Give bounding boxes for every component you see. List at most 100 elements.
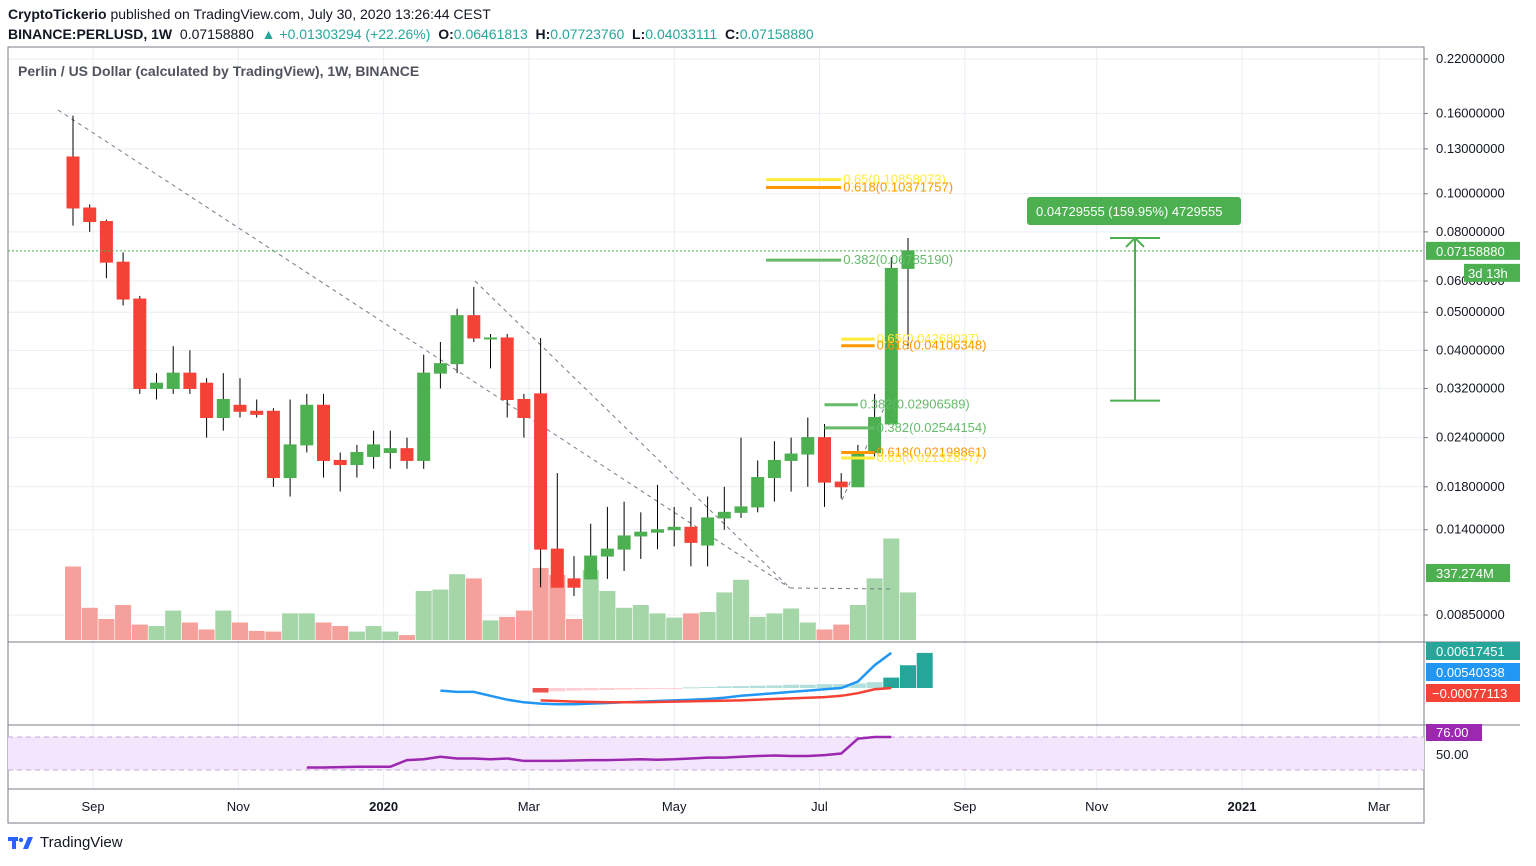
volume-bar bbox=[148, 626, 165, 640]
candle-body bbox=[233, 404, 247, 412]
volume-bar bbox=[265, 631, 282, 640]
volume-bar bbox=[248, 630, 265, 640]
measure-label: 0.04729555 (159.95%) 4729555 bbox=[1036, 204, 1223, 219]
volume-bar bbox=[415, 591, 432, 640]
volume-bar bbox=[699, 612, 716, 640]
volume-bar bbox=[131, 624, 148, 640]
candle-body bbox=[751, 477, 765, 508]
macd-histogram-bar bbox=[549, 688, 566, 692]
macd-histogram-bar bbox=[766, 685, 783, 688]
volume-bar bbox=[616, 607, 633, 640]
candle-body bbox=[517, 398, 531, 418]
macd-histogram-bar bbox=[883, 677, 900, 688]
volume-bar bbox=[532, 567, 549, 640]
candle-body bbox=[651, 529, 664, 533]
volume-bar bbox=[799, 622, 816, 640]
candle-body bbox=[133, 298, 147, 389]
publisher-name[interactable]: CryptoTickerio bbox=[8, 6, 107, 22]
candle-body bbox=[433, 363, 447, 374]
volume-bar bbox=[866, 578, 883, 640]
macd-hist-badge-text: 0.00617451 bbox=[1436, 644, 1505, 659]
volume-bar bbox=[232, 622, 248, 640]
macd-histogram-bar bbox=[866, 682, 883, 688]
y-tick-label: 0.16000000 bbox=[1436, 105, 1505, 120]
rsi-band bbox=[8, 737, 1424, 770]
rsi-badge-text: 76.00 bbox=[1436, 725, 1469, 740]
x-tick-label: Sep bbox=[81, 799, 104, 814]
candle-body bbox=[317, 404, 330, 461]
volume-bar bbox=[65, 566, 81, 640]
candle-body bbox=[784, 453, 798, 461]
candle-body bbox=[634, 531, 648, 537]
candle-body bbox=[83, 207, 97, 223]
volume-bar bbox=[465, 578, 482, 640]
candle-body bbox=[183, 372, 197, 389]
y-tick-label: 0.08000000 bbox=[1436, 224, 1505, 239]
candle-body bbox=[367, 444, 381, 457]
volume-bar bbox=[549, 574, 566, 640]
volume-bar bbox=[181, 622, 198, 640]
y-tick-label: 0.00850000 bbox=[1436, 607, 1505, 622]
low-value: 0.04033111 bbox=[645, 26, 718, 42]
volume-bar bbox=[449, 574, 466, 640]
candle-body bbox=[266, 410, 280, 479]
open-value: 0.06461813 bbox=[453, 26, 528, 42]
macd-histogram-bar bbox=[666, 688, 683, 689]
candle-body bbox=[467, 315, 481, 339]
volume-bar bbox=[900, 592, 916, 640]
tradingview-logo-icon bbox=[8, 836, 33, 849]
volume-bar bbox=[298, 613, 315, 640]
open-label: O: bbox=[438, 26, 454, 42]
x-tick-label: Sep bbox=[953, 799, 976, 814]
candle-body bbox=[66, 156, 80, 209]
close-label: C: bbox=[724, 26, 740, 42]
volume-bar bbox=[115, 605, 132, 640]
fib-level-label: 0.382(0.06785190) bbox=[843, 252, 953, 267]
volume-badge-text: 337.274M bbox=[1436, 566, 1494, 581]
volume-bar bbox=[432, 589, 449, 640]
candle-body bbox=[99, 221, 113, 263]
signal-badge bbox=[1426, 684, 1520, 702]
fib-level-label: 0.65(0.04268037) bbox=[877, 331, 980, 346]
macd-histogram-bar bbox=[682, 687, 699, 689]
candle-body bbox=[734, 506, 748, 513]
change-value: ▲ +0.01303294 (+22.26%) bbox=[261, 26, 431, 42]
candle-body bbox=[500, 337, 514, 400]
price-badge-text: 0.07158880 bbox=[1436, 244, 1505, 259]
macd-histogram-bar bbox=[566, 688, 582, 691]
volume-bar bbox=[515, 610, 532, 640]
candle-body bbox=[767, 459, 781, 479]
ohlc-legend: BINANCE:PERLUSD, 1W 0.07158880 ▲ +0.0130… bbox=[8, 26, 814, 42]
fib-level-label: 0.618(0.04106348) bbox=[877, 338, 987, 353]
candle-body bbox=[834, 481, 848, 488]
macd-histogram-bar bbox=[649, 688, 666, 689]
volume-bar bbox=[582, 570, 599, 640]
fib-level-label: 0.618(0.10371757) bbox=[843, 180, 953, 195]
macd-signal-line bbox=[540, 686, 892, 704]
macd-histogram-bar bbox=[532, 688, 549, 693]
high-label: H: bbox=[535, 26, 551, 42]
trendline-horizontal bbox=[789, 587, 891, 590]
chart-title: Perlin / US Dollar (calculated by Tradin… bbox=[18, 63, 419, 79]
y-tick-label: 0.03200000 bbox=[1436, 380, 1505, 395]
macd-badge-text: 0.00540338 bbox=[1436, 665, 1505, 680]
candle-body bbox=[350, 451, 364, 466]
candle-body bbox=[701, 517, 715, 546]
x-tick-label: Mar bbox=[518, 799, 541, 814]
volume-bar bbox=[332, 626, 349, 640]
volume-bar bbox=[632, 605, 649, 640]
x-tick-label: Mar bbox=[1368, 799, 1391, 814]
tradingview-footer[interactable]: TradingView bbox=[8, 834, 123, 851]
volume-bar bbox=[282, 613, 299, 640]
plot-background bbox=[8, 47, 1424, 823]
macd-histogram-bar bbox=[749, 685, 766, 688]
fib-level-label: 0.618(0.02198861) bbox=[877, 444, 987, 459]
candle-body bbox=[584, 555, 598, 580]
rsi-badge bbox=[1426, 724, 1482, 741]
candle-body bbox=[116, 261, 130, 300]
macd-histogram-bar bbox=[716, 686, 733, 688]
volume-bar bbox=[348, 631, 365, 640]
volume-bar bbox=[399, 635, 415, 640]
candle-body bbox=[200, 382, 214, 418]
